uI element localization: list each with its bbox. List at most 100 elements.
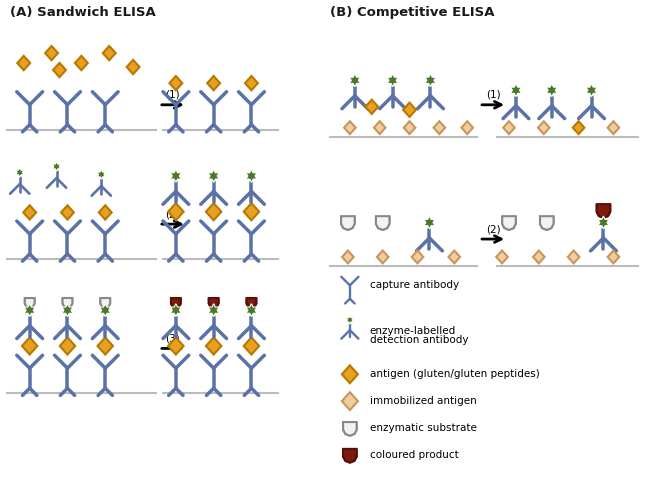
Polygon shape (101, 298, 110, 308)
Polygon shape (376, 216, 390, 230)
Polygon shape (206, 203, 221, 220)
Polygon shape (62, 304, 73, 317)
Polygon shape (568, 250, 580, 263)
Polygon shape (243, 337, 259, 354)
Polygon shape (99, 205, 112, 220)
Polygon shape (342, 392, 358, 410)
Text: coloured product: coloured product (370, 450, 459, 460)
Text: capture antibody: capture antibody (370, 280, 459, 290)
Polygon shape (246, 169, 257, 182)
Polygon shape (365, 99, 378, 114)
Polygon shape (403, 102, 416, 117)
Polygon shape (376, 216, 390, 230)
Polygon shape (23, 205, 36, 220)
Polygon shape (387, 74, 398, 87)
Polygon shape (343, 422, 357, 436)
Polygon shape (171, 298, 181, 308)
Polygon shape (25, 298, 35, 308)
Text: antigen (gluten/gluten peptides): antigen (gluten/gluten peptides) (370, 369, 540, 379)
Polygon shape (343, 449, 357, 463)
Polygon shape (597, 204, 610, 218)
Polygon shape (126, 60, 139, 74)
Text: (2): (2) (166, 209, 180, 219)
Polygon shape (374, 121, 386, 134)
Polygon shape (346, 316, 353, 324)
Polygon shape (246, 304, 257, 317)
Polygon shape (247, 298, 257, 308)
Polygon shape (412, 250, 423, 263)
Polygon shape (502, 216, 516, 230)
Polygon shape (171, 298, 181, 308)
Polygon shape (424, 216, 435, 229)
Polygon shape (207, 76, 220, 90)
Polygon shape (170, 304, 182, 317)
Polygon shape (341, 216, 355, 230)
Polygon shape (103, 46, 116, 60)
Polygon shape (434, 121, 445, 134)
Polygon shape (243, 203, 259, 220)
Polygon shape (208, 169, 219, 182)
Polygon shape (208, 304, 219, 317)
Polygon shape (61, 205, 74, 220)
Text: (3): (3) (166, 333, 180, 343)
Polygon shape (377, 250, 388, 263)
Text: immobilized antigen: immobilized antigen (370, 396, 476, 406)
Polygon shape (342, 365, 358, 383)
Polygon shape (206, 337, 221, 354)
Polygon shape (502, 216, 516, 230)
Polygon shape (586, 84, 597, 97)
Polygon shape (343, 449, 357, 463)
Polygon shape (53, 63, 66, 77)
Polygon shape (209, 298, 218, 308)
Polygon shape (573, 121, 584, 134)
Polygon shape (538, 121, 549, 134)
Polygon shape (169, 76, 182, 90)
Polygon shape (75, 56, 88, 70)
Polygon shape (598, 216, 609, 229)
Text: detection antibody: detection antibody (370, 335, 468, 345)
Polygon shape (607, 250, 619, 263)
Polygon shape (540, 216, 553, 230)
Polygon shape (209, 298, 218, 308)
Text: enzymatic substrate: enzymatic substrate (370, 423, 476, 433)
Polygon shape (63, 298, 72, 308)
Polygon shape (540, 216, 553, 230)
Polygon shape (341, 216, 355, 230)
Polygon shape (344, 121, 356, 134)
Polygon shape (22, 337, 38, 354)
Polygon shape (546, 84, 557, 97)
Polygon shape (607, 121, 619, 134)
Polygon shape (168, 203, 184, 220)
Polygon shape (168, 337, 184, 354)
Polygon shape (53, 162, 61, 171)
Text: (2): (2) (486, 224, 500, 234)
Polygon shape (342, 250, 354, 263)
Polygon shape (404, 121, 415, 134)
Polygon shape (247, 298, 257, 308)
Text: (A) Sandwich ELISA: (A) Sandwich ELISA (10, 6, 155, 19)
Polygon shape (245, 76, 258, 90)
Polygon shape (60, 337, 75, 354)
Polygon shape (45, 46, 58, 60)
Polygon shape (97, 337, 113, 354)
Polygon shape (97, 169, 105, 179)
Polygon shape (99, 304, 111, 317)
Polygon shape (349, 74, 361, 87)
Polygon shape (461, 121, 473, 134)
Text: (1): (1) (486, 90, 500, 100)
Polygon shape (25, 298, 35, 308)
Polygon shape (533, 250, 545, 263)
Polygon shape (101, 298, 110, 308)
Polygon shape (503, 121, 515, 134)
Polygon shape (24, 304, 36, 317)
Polygon shape (63, 298, 72, 308)
Text: (1): (1) (166, 90, 180, 100)
Text: enzyme-labelled: enzyme-labelled (370, 326, 456, 335)
Polygon shape (170, 169, 182, 182)
Polygon shape (425, 74, 436, 87)
Polygon shape (343, 422, 357, 436)
Polygon shape (17, 56, 30, 70)
Polygon shape (496, 250, 508, 263)
Polygon shape (597, 204, 610, 218)
Polygon shape (16, 167, 24, 177)
